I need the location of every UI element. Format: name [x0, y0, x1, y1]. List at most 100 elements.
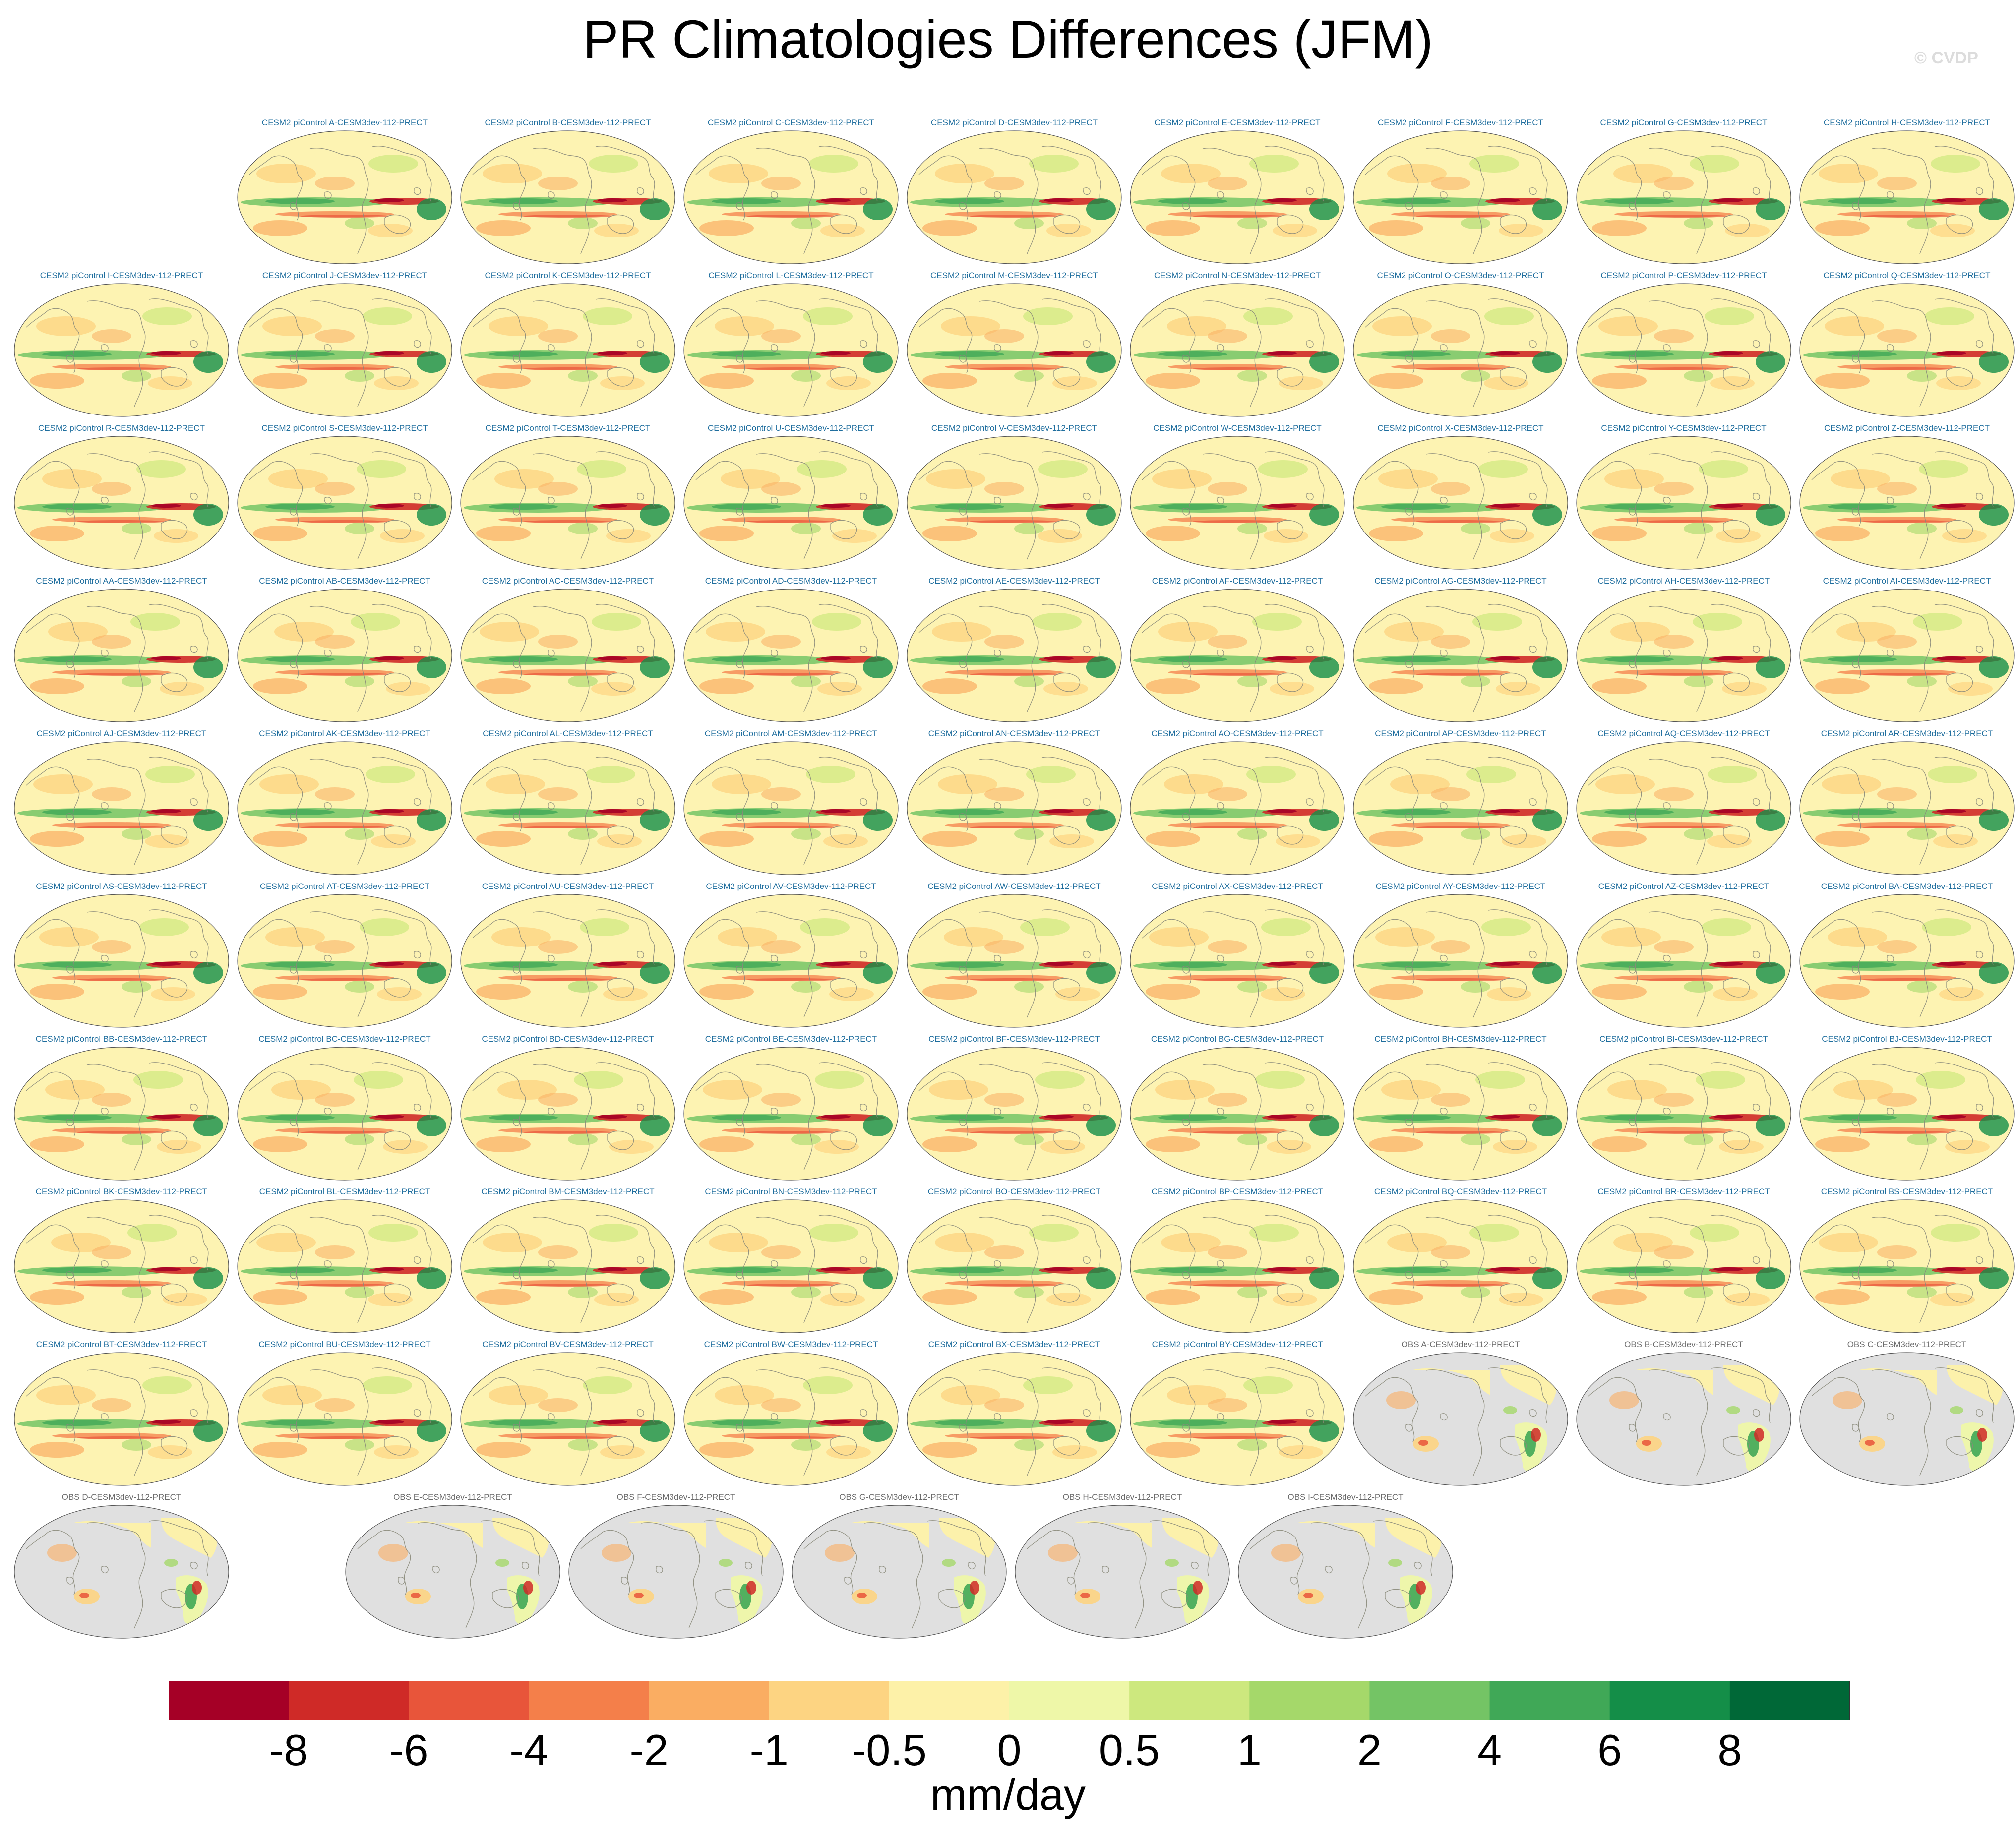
map-panel-title: CESM2 piControl O-CESM3dev-112-PRECT [1377, 271, 1544, 280]
colorbar-swatch [1489, 1681, 1610, 1720]
robinson-map [460, 283, 675, 417]
map-panel-title: CESM2 piControl W-CESM3dev-112-PRECT [1153, 423, 1322, 433]
robinson-map [460, 436, 675, 570]
map-panel-title: CESM2 piControl BB-CESM3dev-112-PRECT [35, 1034, 208, 1044]
map-panel: CESM2 piControl L-CESM3dev-112-PRECT [679, 271, 903, 419]
robinson-map [14, 283, 229, 417]
map-panel: OBS H-CESM3dev-112-PRECT [1011, 1492, 1234, 1641]
map-panel: CESM2 piControl G-CESM3dev-112-PRECT [1572, 118, 1795, 267]
map-panel-title: OBS F-CESM3dev-112-PRECT [616, 1492, 735, 1502]
map-panel-title: CESM2 piControl BP-CESM3dev-112-PRECT [1151, 1187, 1324, 1196]
map-panel: CESM2 piControl BQ-CESM3dev-112-PRECT [1349, 1187, 1572, 1336]
map-panel: CESM2 piControl V-CESM3dev-112-PRECT [903, 423, 1126, 572]
robinson-map [1353, 589, 1568, 722]
robinson-map [237, 1199, 452, 1333]
map-panel: CESM2 piControl D-CESM3dev-112-PRECT [903, 118, 1126, 267]
robinson-map [1015, 1505, 1230, 1639]
map-panel: CESM2 piControl AU-CESM3dev-112-PRECT [456, 882, 679, 1030]
robinson-map [237, 130, 452, 264]
map-panel-title: CESM2 piControl BA-CESM3dev-112-PRECT [1821, 882, 1993, 891]
map-panel: CESM2 piControl AN-CESM3dev-112-PRECT [903, 729, 1126, 878]
map-panel-title: CESM2 piControl BL-CESM3dev-112-PRECT [259, 1187, 430, 1196]
robinson-map [683, 283, 899, 417]
map-panel: CESM2 piControl AV-CESM3dev-112-PRECT [679, 882, 903, 1030]
robinson-map [683, 589, 899, 722]
map-panel: CESM2 piControl W-CESM3dev-112-PRECT [1126, 423, 1349, 572]
robinson-map [1576, 1047, 1791, 1181]
colorbar-tick-label: 8 [1717, 1725, 1742, 1774]
robinson-map [1353, 130, 1568, 264]
robinson-map [1130, 741, 1345, 875]
map-panel-title: CESM2 piControl T-CESM3dev-112-PRECT [485, 423, 651, 433]
map-panel-title: CESM2 piControl G-CESM3dev-112-PRECT [1600, 118, 1768, 127]
map-panel-title: CESM2 piControl V-CESM3dev-112-PRECT [931, 423, 1098, 433]
robinson-map [1576, 283, 1791, 417]
map-panel-title: CESM2 piControl L-CESM3dev-112-PRECT [708, 271, 874, 280]
map-panel: OBS I-CESM3dev-112-PRECT [1234, 1492, 1457, 1641]
map-panel: CESM2 piControl AG-CESM3dev-112-PRECT [1349, 576, 1572, 725]
robinson-map [907, 283, 1122, 417]
map-panel-title: CESM2 piControl BV-CESM3dev-112-PRECT [482, 1340, 654, 1349]
map-panel-title: CESM2 piControl J-CESM3dev-112-PRECT [262, 271, 428, 280]
robinson-map [237, 1047, 452, 1181]
map-panel-title: CESM2 piControl BQ-CESM3dev-112-PRECT [1374, 1187, 1547, 1196]
robinson-map [568, 1505, 784, 1639]
map-panel: CESM2 piControl BB-CESM3dev-112-PRECT [10, 1034, 233, 1183]
map-panel-title: CESM2 piControl AQ-CESM3dev-112-PRECT [1597, 729, 1770, 738]
map-panel: CESM2 piControl BN-CESM3dev-112-PRECT [679, 1187, 903, 1336]
map-panel: CESM2 piControl BS-CESM3dev-112-PRECT [1795, 1187, 2016, 1336]
colorbar-tick-label: -1 [749, 1725, 789, 1774]
map-panel: CESM2 piControl BY-CESM3dev-112-PRECT [1126, 1340, 1349, 1488]
map-panel: CESM2 piControl BM-CESM3dev-112-PRECT [456, 1187, 679, 1336]
map-panel: CESM2 piControl BT-CESM3dev-112-PRECT [10, 1340, 233, 1488]
map-panel-title: CESM2 piControl AB-CESM3dev-112-PRECT [259, 576, 430, 586]
map-panel: CESM2 piControl AK-CESM3dev-112-PRECT [233, 729, 456, 878]
map-panel-title: CESM2 piControl C-CESM3dev-112-PRECT [707, 118, 874, 127]
robinson-map [1353, 741, 1568, 875]
robinson-map [1799, 130, 2015, 264]
robinson-map [237, 436, 452, 570]
robinson-map [1353, 1352, 1568, 1486]
robinson-map [460, 1199, 675, 1333]
map-panel: CESM2 piControl BL-CESM3dev-112-PRECT [233, 1187, 456, 1336]
map-panel-title: OBS B-CESM3dev-112-PRECT [1624, 1340, 1743, 1349]
robinson-map [1130, 436, 1345, 570]
colorbar-tick-label: 0.5 [1099, 1725, 1160, 1774]
robinson-map [1576, 130, 1791, 264]
map-panel-title: OBS A-CESM3dev-112-PRECT [1401, 1340, 1520, 1349]
map-panel: CESM2 piControl BX-CESM3dev-112-PRECT [903, 1340, 1126, 1488]
map-panel-title: CESM2 piControl BU-CESM3dev-112-PRECT [258, 1340, 431, 1349]
robinson-map [683, 130, 899, 264]
map-panel: OBS D-CESM3dev-112-PRECT [10, 1492, 233, 1641]
colorbar-tick-label: -4 [509, 1725, 549, 1774]
map-panel-title: CESM2 piControl D-CESM3dev-112-PRECT [930, 118, 1098, 127]
map-panel-title: CESM2 piControl AE-CESM3dev-112-PRECT [928, 576, 1100, 586]
map-panel: CESM2 piControl Z-CESM3dev-112-PRECT [1795, 423, 2016, 572]
colorbar-swatch [1249, 1681, 1370, 1720]
map-panel: CESM2 piControl AR-CESM3dev-112-PRECT [1795, 729, 2016, 878]
colorbar-tick-label: 0 [997, 1725, 1022, 1774]
map-panel: CESM2 piControl BJ-CESM3dev-112-PRECT [1795, 1034, 2016, 1183]
map-panel: CESM2 piControl AX-CESM3dev-112-PRECT [1126, 882, 1349, 1030]
map-panel: CESM2 piControl C-CESM3dev-112-PRECT [679, 118, 903, 267]
robinson-map [1799, 283, 2015, 417]
colorbar-tick-label: 6 [1597, 1725, 1622, 1774]
robinson-map [14, 1505, 229, 1639]
map-panel: CESM2 piControl AZ-CESM3dev-112-PRECT [1572, 882, 1795, 1030]
colorbar-labels: -8 -6 -4 -2 -1 -0.5 0 0.5 1 2 4 6 8 [169, 1725, 1850, 1775]
robinson-map [14, 1047, 229, 1181]
robinson-map [14, 589, 229, 722]
colorbar-tick-label: 4 [1477, 1725, 1502, 1774]
robinson-map [1238, 1505, 1453, 1639]
figure-title: PR Climatologies Differences (JFM) [583, 9, 1433, 69]
map-panel-title: CESM2 piControl M-CESM3dev-112-PRECT [930, 271, 1098, 280]
robinson-map [237, 741, 452, 875]
map-panel: CESM2 piControl F-CESM3dev-112-PRECT [1349, 118, 1572, 267]
robinson-map [345, 1505, 560, 1639]
map-panel: CESM2 piControl BH-CESM3dev-112-PRECT [1349, 1034, 1572, 1183]
map-panel: CESM2 piControl AI-CESM3dev-112-PRECT [1795, 576, 2016, 725]
robinson-map [460, 894, 675, 1028]
map-panel-title: CESM2 piControl N-CESM3dev-112-PRECT [1154, 271, 1321, 280]
colorbar-swatch [529, 1681, 650, 1720]
map-panel-title: CESM2 piControl AA-CESM3dev-112-PRECT [36, 576, 207, 586]
